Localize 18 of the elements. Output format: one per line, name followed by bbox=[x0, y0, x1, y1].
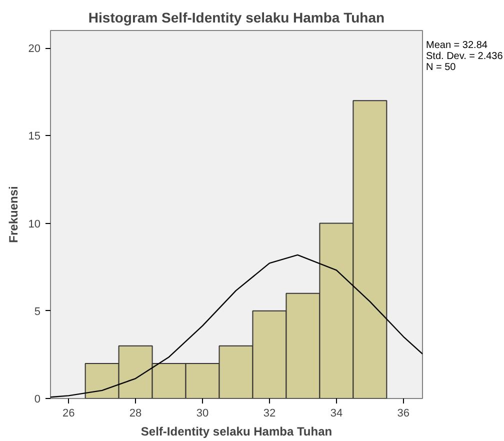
text: Mean = 32.84 bbox=[426, 40, 488, 51]
x-tick-label: 36 bbox=[397, 408, 410, 420]
y-tick-label: 5 bbox=[34, 306, 41, 318]
y-tick-label: 15 bbox=[28, 130, 41, 143]
line-series bbox=[50, 254, 422, 398]
x-tick-label: 34 bbox=[330, 408, 343, 420]
text: N = 50 bbox=[426, 62, 456, 73]
y-axis-title: Frekuensi bbox=[6, 186, 20, 243]
x-axis-title: Self-Identity selaku Hamba Tuhan bbox=[140, 424, 332, 438]
text: Std. Dev. = 2.436 bbox=[426, 51, 503, 62]
y-tick-label: 0 bbox=[34, 394, 41, 406]
x-tick-label: 32 bbox=[263, 408, 276, 420]
x-tick-label: 30 bbox=[196, 408, 209, 420]
chart-title: Histogram Self-Identity selaku Hamba Tuhan bbox=[88, 10, 385, 26]
y-tick-label: 10 bbox=[28, 218, 41, 230]
x-tick-label: 26 bbox=[62, 408, 75, 420]
y-tick-label: 20 bbox=[28, 43, 41, 56]
x-tick-label: 28 bbox=[129, 408, 142, 420]
